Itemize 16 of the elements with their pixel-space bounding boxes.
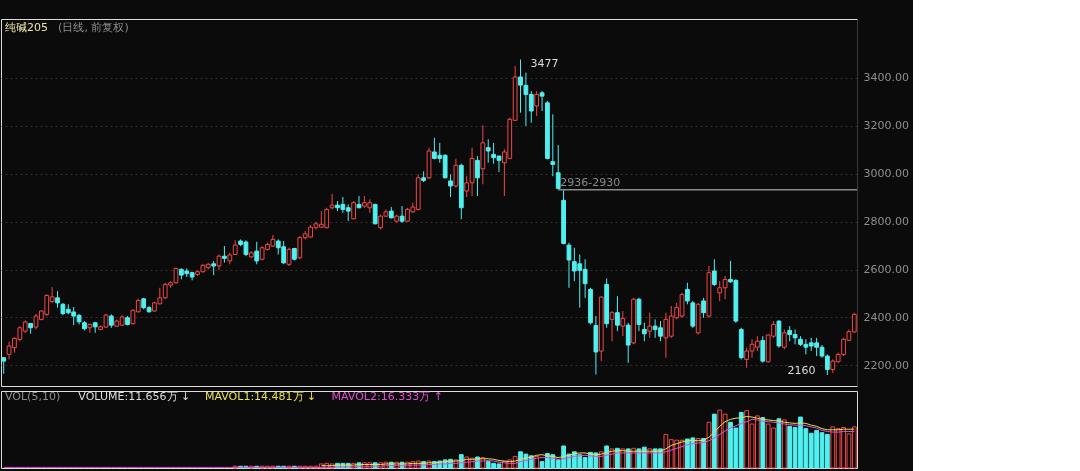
- y-tick-label: 2800.00: [863, 215, 909, 229]
- text: VOLUME:11.656万 ↓: [78, 390, 191, 403]
- y-tick-label: 3400.00: [863, 71, 909, 85]
- y-tick-label: 3200.00: [863, 119, 909, 133]
- y-tick-label: 2600.00: [863, 263, 909, 277]
- text: MAVOL2:16.333万 ↑: [331, 390, 443, 403]
- y-tick-label: 3000.00: [863, 167, 909, 181]
- chart-subtitle: (日线, 前复权): [58, 21, 129, 34]
- y-tick-label: 2400.00: [863, 310, 909, 324]
- text: MAVOL1:14.481万 ↓: [204, 390, 317, 403]
- y-tick-label: 2200.00: [863, 358, 909, 372]
- chart-title: 纯碱205: [5, 21, 48, 34]
- chart-title: VOL(5,10): [5, 390, 61, 403]
- annotation: 2160: [787, 363, 816, 377]
- band-label: 2936-2930: [560, 176, 621, 190]
- annotation: 3477: [530, 57, 559, 71]
